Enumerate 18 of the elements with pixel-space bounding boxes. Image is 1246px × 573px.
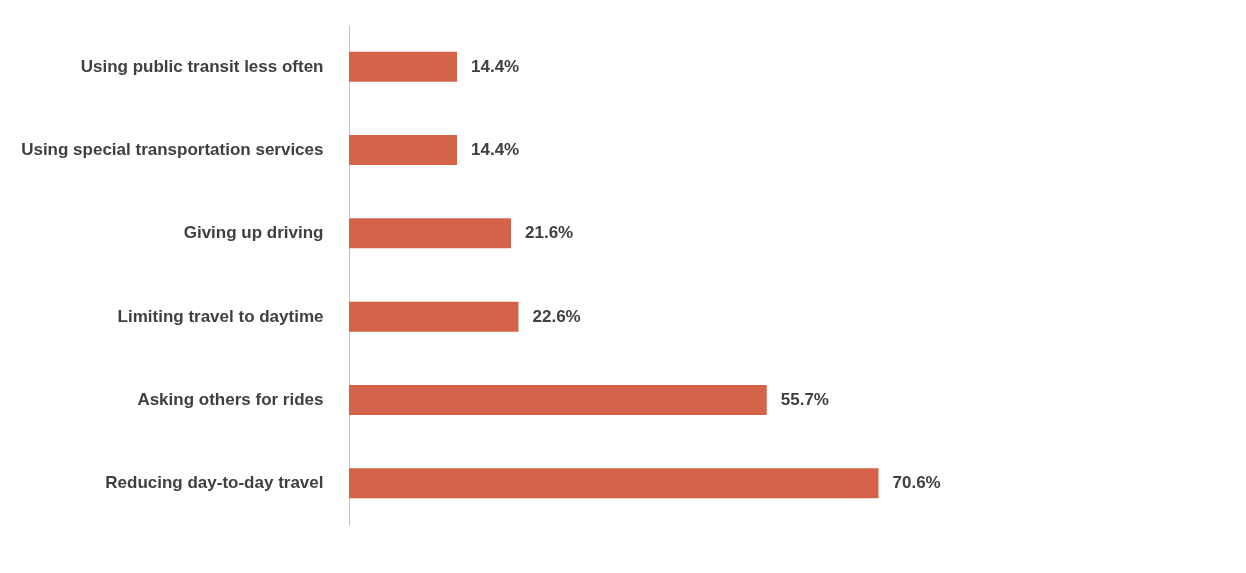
bar: [349, 51, 457, 82]
y-tick-label: Giving up driving: [183, 223, 324, 243]
y-tick-label: Limiting travel to daytime: [117, 306, 324, 326]
bar: [349, 468, 879, 499]
bar: [349, 135, 457, 165]
y-tick-label: Using public transit less often: [80, 56, 324, 76]
y-tick-label: Reducing day-to-day travel: [105, 473, 324, 493]
data-label: 22.6%: [532, 306, 581, 326]
bar: [349, 385, 767, 415]
data-label: 14.4%: [471, 140, 520, 159]
bar: [349, 301, 519, 332]
data-label: 55.7%: [780, 390, 829, 409]
y-tick-label: Using special transportation services: [21, 140, 324, 159]
data-label: 14.4%: [471, 56, 520, 76]
data-label: 70.6%: [892, 473, 941, 493]
bar: [349, 218, 511, 249]
y-tick-label: Asking others for rides: [137, 390, 324, 409]
data-label: 21.6%: [525, 223, 574, 243]
